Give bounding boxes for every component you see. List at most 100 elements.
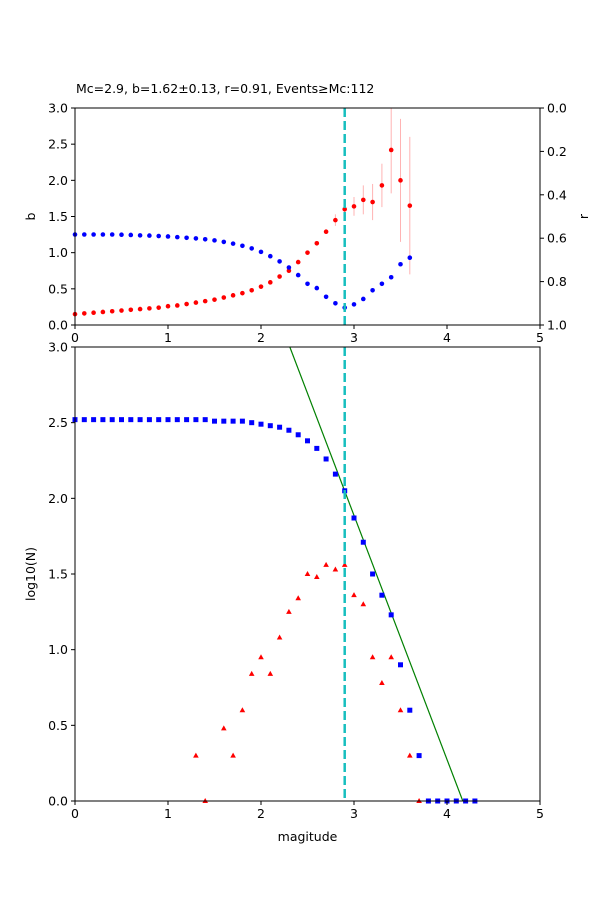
cumulative-point (407, 707, 413, 713)
bottom-x-tick-label: 5 (536, 806, 544, 821)
b-value-series (72, 147, 413, 317)
bottom-x-tick-label: 4 (443, 806, 451, 821)
top-x-tick-label: 3 (350, 330, 358, 345)
b-value-point (165, 303, 171, 309)
top-panel: Mc=2.9, b=1.62±0.13, r=0.91, Events≥Mc:1… (23, 81, 591, 345)
r-value-point (268, 253, 273, 259)
b-value-point (91, 310, 96, 316)
top-y-tick-label: 0.0 (48, 318, 68, 333)
cumulative-point (239, 418, 245, 424)
bottom-y-tick-label: 0.0 (48, 794, 68, 809)
cumulative-point (100, 417, 106, 423)
noncumulative-point (230, 752, 236, 758)
r-value-point (295, 272, 301, 278)
r-value-point (109, 232, 115, 237)
bottom-y-tick-label: 2.5 (48, 415, 68, 430)
b-value-point (361, 197, 366, 203)
bottom-y-tick-label: 1.5 (48, 567, 68, 582)
r-value-point (351, 302, 357, 307)
bottom-panel: 0 1 2 3 4 5 0.0 0.5 1.0 1.5 2.0 2.5 3.0 magitude lo… (23, 340, 544, 845)
top-y2-tick-label: 0.8 (547, 274, 567, 289)
r-value-point (202, 236, 208, 242)
bottom-y-axis-label: log10(N) (23, 547, 38, 601)
r-value-point (147, 233, 152, 238)
top-x-tick-label: 5 (536, 330, 544, 345)
noncumulative-point (388, 654, 394, 660)
b-value-point (221, 295, 227, 300)
r-value-point (193, 236, 199, 241)
noncumulative-point (193, 752, 199, 758)
b-value-point (249, 287, 254, 293)
r-value-point (184, 235, 189, 241)
b-value-point (370, 199, 375, 205)
noncumulative-point (295, 595, 301, 601)
b-value-point (351, 204, 357, 209)
r-value-point (165, 234, 171, 239)
cumulative-point (286, 427, 292, 433)
cumulative-point (370, 571, 376, 577)
r-value-series (72, 232, 413, 310)
noncumulative-point (341, 561, 348, 567)
r-value-point (212, 238, 217, 243)
b-value-point (407, 203, 413, 208)
cumulative-point (109, 417, 115, 423)
top-y2-tick-label: 1.0 (547, 318, 567, 333)
top-x-tick-label: 0 (71, 330, 79, 345)
noncumulative-point (258, 654, 264, 660)
cumulative-point (146, 417, 152, 423)
b-value-point (193, 300, 199, 305)
cumulative-point (165, 417, 171, 423)
b-value-point (147, 306, 152, 311)
bottom-y-tick-label: 0.5 (48, 718, 68, 733)
cumulative-point (305, 438, 310, 444)
bottom-y-tick-label: 3.0 (48, 340, 68, 355)
top-y2-axis-label: r (576, 213, 591, 219)
top-y-tick-label: 0.5 (48, 281, 68, 296)
top-y-tick-label: 1.0 (48, 245, 68, 260)
b-value-point (388, 147, 394, 153)
r-value-point (314, 285, 320, 291)
bottom-y-tick-label: 1.0 (48, 642, 68, 657)
b-value-point (398, 178, 403, 183)
b-value-point (240, 290, 245, 296)
r-value-point (82, 232, 87, 237)
b-value-point (277, 274, 282, 279)
noncumulative-point (286, 608, 292, 614)
cumulative-point (388, 612, 394, 618)
top-y-axis-label: b (23, 212, 38, 220)
noncumulative-point (379, 679, 385, 685)
noncumulative-point (332, 566, 339, 572)
r-value-point (137, 233, 143, 238)
b-value-point (119, 308, 124, 313)
bottom-x-tick-label: 0 (71, 806, 79, 821)
b-value-point (109, 308, 115, 314)
b-value-point (379, 183, 385, 188)
bottom-y-tick-label: 2.0 (48, 491, 68, 506)
b-value-point (137, 306, 143, 312)
top-y2-tick-label: 0.0 (547, 101, 567, 116)
cumulative-point (81, 417, 87, 423)
cumulative-point (156, 417, 162, 423)
cumulative-point (416, 753, 422, 759)
bottom-x-axis: 0 1 2 3 4 5 (71, 801, 544, 821)
top-y-tick-label: 1.5 (48, 209, 68, 224)
r-value-point (128, 232, 134, 238)
noncumulative-point (314, 574, 320, 580)
top-x-tick-label: 4 (443, 330, 451, 345)
r-value-point (305, 281, 310, 287)
b-value-point (258, 284, 264, 289)
b-value-point (268, 280, 273, 285)
b-value-point (128, 307, 134, 313)
noncumulative-count-series (193, 561, 422, 803)
r-value-point (156, 233, 161, 239)
noncumulative-point (369, 654, 376, 660)
top-y2-tick-label: 0.2 (547, 144, 567, 159)
r-value-point (119, 232, 124, 238)
r-value-point (398, 261, 403, 267)
b-value-point (230, 293, 236, 298)
r-value-point (333, 301, 338, 306)
top-y2-axis: 0.0 0.2 0.4 0.6 0.8 1.0 (540, 101, 567, 333)
noncumulative-point (267, 670, 274, 676)
cumulative-point (249, 420, 255, 426)
b-value-point (100, 309, 106, 315)
